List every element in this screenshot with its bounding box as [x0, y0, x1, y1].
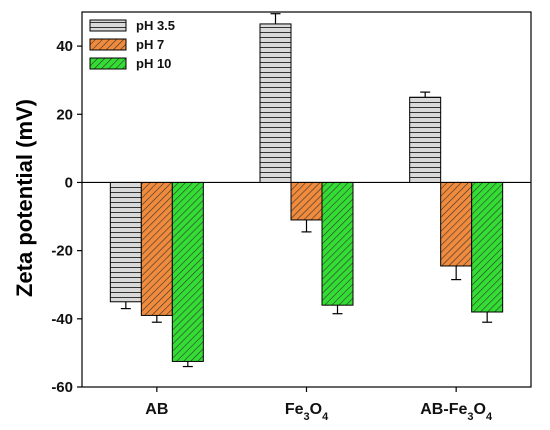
y-tick-label: 0: [65, 174, 73, 191]
y-axis-title: Zeta potential (mV): [12, 99, 37, 297]
y-tick-label: 40: [56, 38, 73, 55]
legend: pH 3.5 pH 7 pH 10: [89, 18, 175, 71]
legend-label: pH 7: [136, 37, 164, 52]
bar-ph-3-5: [109, 181, 142, 303]
bar-ph-7: [140, 181, 173, 316]
legend-swatch: [89, 19, 127, 32]
y-tick-label: -40: [51, 311, 73, 328]
bar-ph-10: [321, 181, 354, 306]
bar-ph-7: [290, 181, 323, 221]
y-tick-label: 20: [56, 106, 73, 123]
x-tick-label: Fe3O4: [285, 401, 329, 423]
legend-label: pH 10: [136, 56, 171, 71]
bar-ph-3-5: [259, 23, 292, 183]
bar-ph-7: [440, 181, 473, 267]
legend-swatch: [89, 38, 127, 51]
x-tick-label: AB-Fe3O4: [420, 401, 493, 423]
bar-ph-10: [171, 181, 204, 362]
plot-area: -60 -40 -20 0 20 40 AB Fe3O4 AB-Fe3O4: [51, 11, 532, 423]
legend-swatch: [89, 57, 127, 70]
bar-ph-10: [471, 181, 504, 313]
y-tick-label: -60: [51, 379, 73, 396]
bar-ph-3-5: [409, 96, 442, 183]
x-tick-label: AB: [145, 401, 168, 418]
y-tick-label: -20: [51, 243, 73, 260]
legend-label: pH 3.5: [136, 18, 175, 33]
